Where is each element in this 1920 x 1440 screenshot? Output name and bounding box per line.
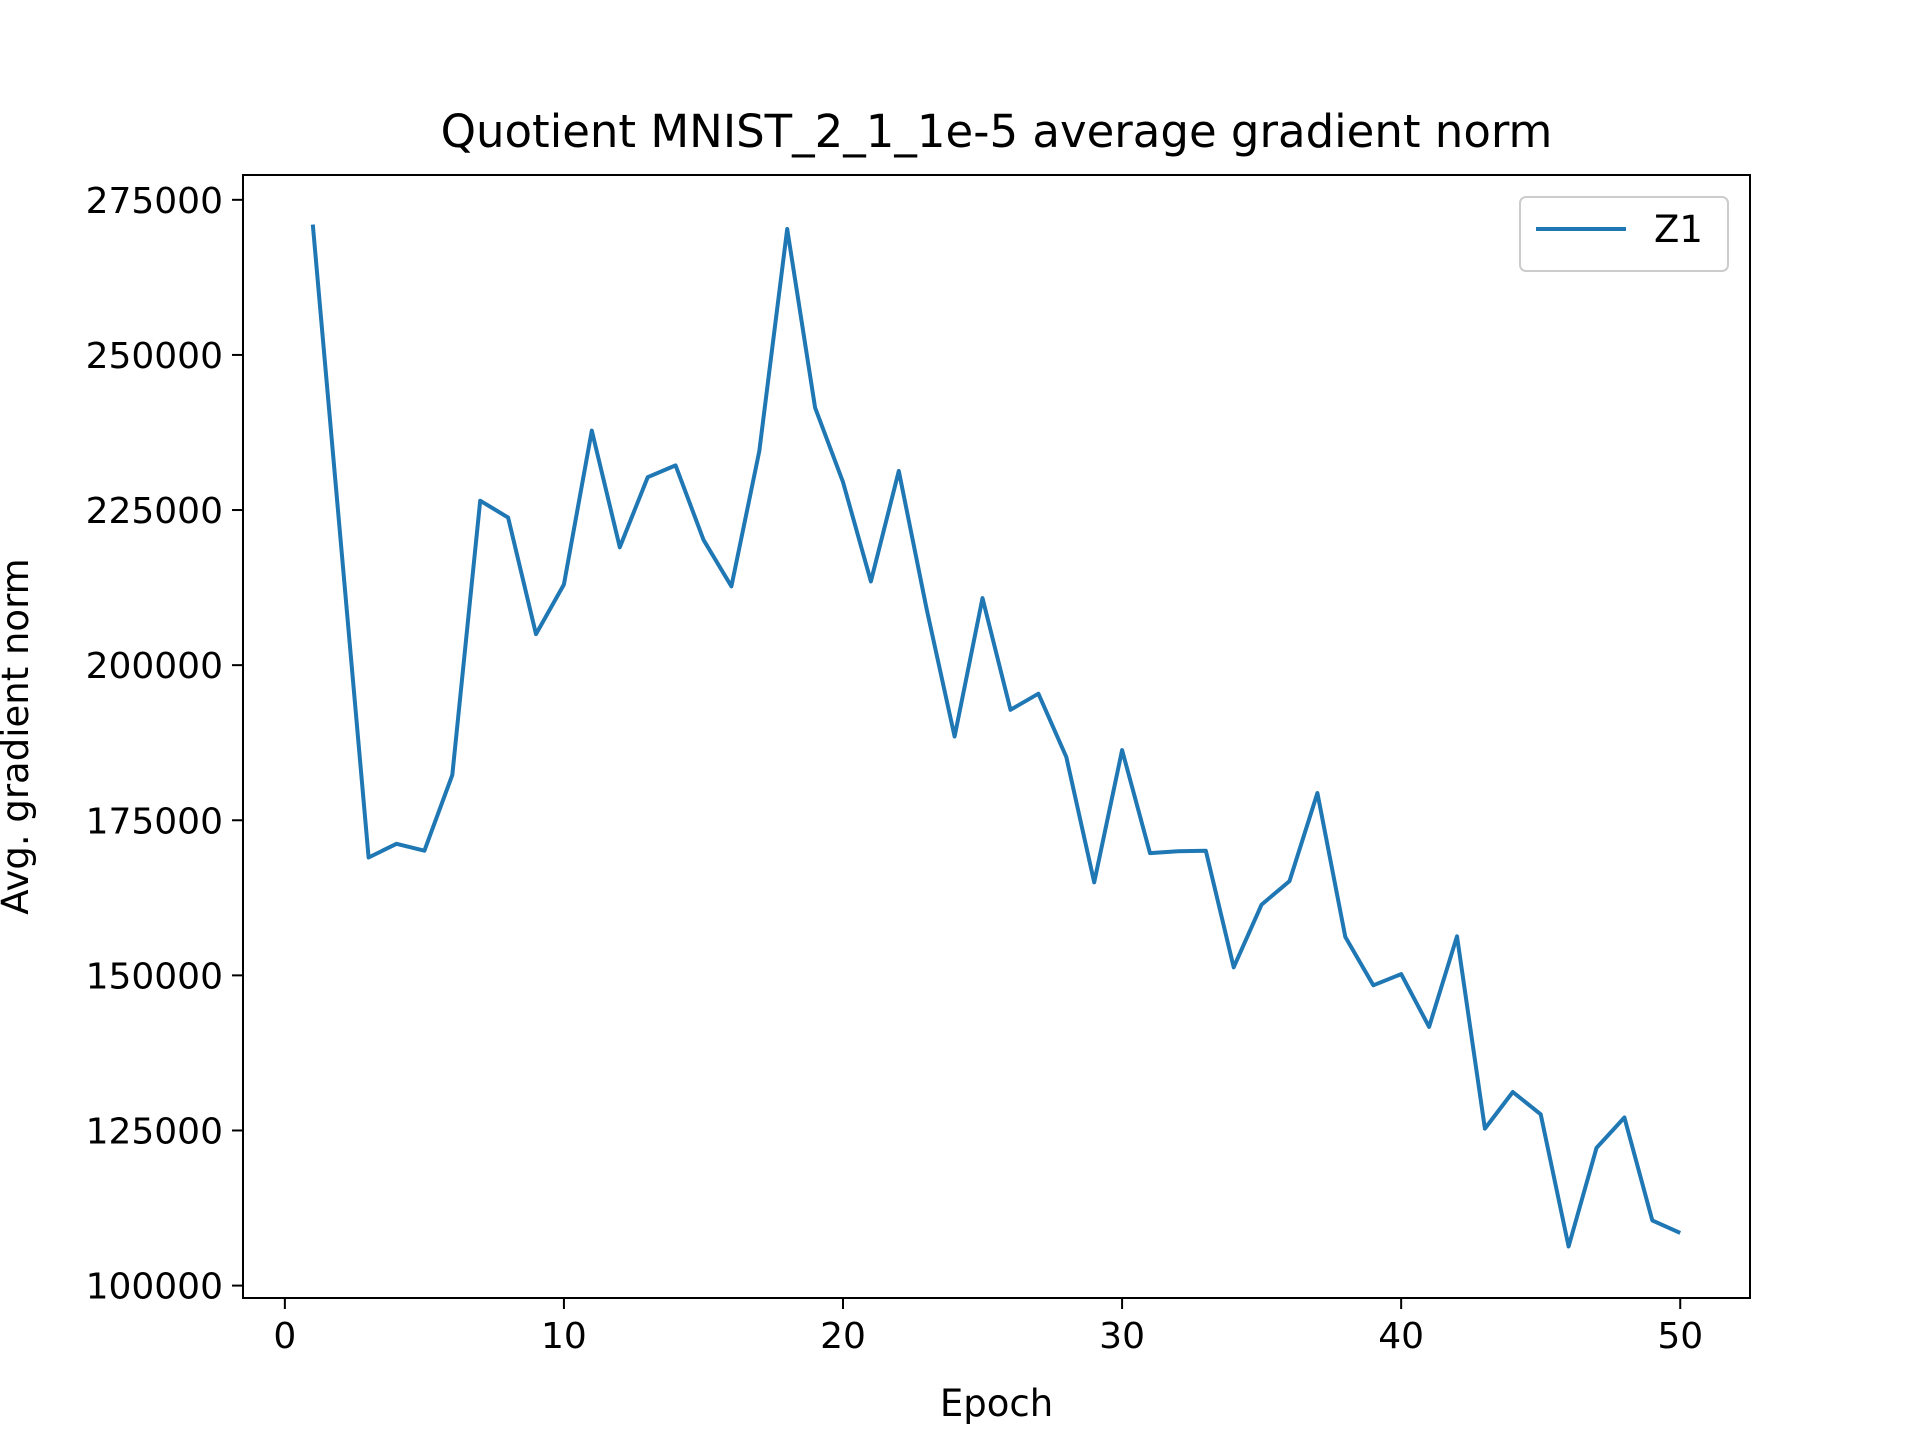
legend-box [1519,196,1729,272]
x-tick-label-10: 10 [541,1316,587,1357]
plot-frame [242,174,1751,1299]
y-tick-label-150000: 150000 [86,956,223,997]
y-tick-label-200000: 200000 [86,646,223,687]
y-tick-label-125000: 125000 [86,1111,223,1152]
series-line-z1 [310,224,1682,1249]
y-axis-label: Avg. gradient norm [0,558,37,914]
y-axis: 100000 125000 150000 175000 200000 225000 2500… [86,181,243,1308]
x-tick-label-50: 50 [1657,1316,1703,1357]
x-tick-label-40: 40 [1378,1316,1424,1357]
x-axis: 0 10 20 30 40 50 [273,1298,1703,1357]
y-tick-label-100000: 100000 [86,1267,223,1308]
legend: Z1 [1519,196,1729,272]
x-tick-label-20: 20 [820,1316,866,1357]
x-axis-label: Epoch [940,1382,1053,1425]
x-tick-label-30: 30 [1099,1316,1145,1357]
chart-title: Quotient MNIST_2_1_1e-5 average gradient… [441,105,1553,158]
y-tick-label-275000: 275000 [86,181,223,222]
series-group [310,224,1682,1249]
y-tick-label-225000: 225000 [86,491,223,532]
y-tick-label-175000: 175000 [86,801,223,842]
legend-label-z1: Z1 [1654,208,1703,251]
y-tick-label-250000: 250000 [86,336,223,377]
x-tick-label-0: 0 [273,1316,296,1357]
